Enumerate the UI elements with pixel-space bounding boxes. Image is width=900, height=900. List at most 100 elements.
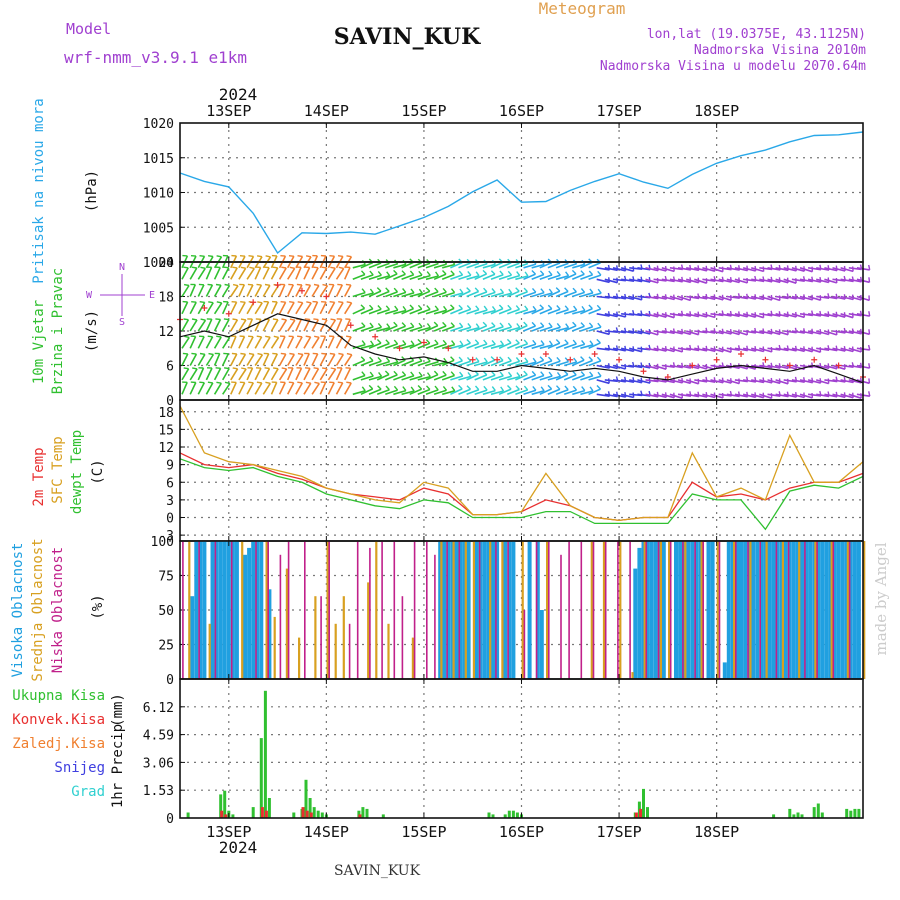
wind-barb [515,342,528,350]
wind-barb [458,262,471,269]
cloud-bar [694,541,699,679]
wind-barb-feather [418,270,423,276]
wind-barb-feather [304,367,311,369]
wind-barb [189,267,198,280]
wind-barb-feather [589,386,594,392]
wind-barb [433,389,447,396]
wind-barb [523,389,537,396]
wind-barb-feather [385,385,390,391]
wind-barb [661,393,675,399]
precip-bar [634,812,638,818]
wind-barb [409,292,423,298]
wind-barb [368,360,382,367]
wind-barb [270,336,280,349]
wind-barb [734,295,748,300]
station-title: SAVIN_KUK [334,24,481,50]
wind-barb [588,274,602,281]
wind-barb [376,262,390,269]
wind-barb-feather [540,340,545,346]
cloud-bar [381,541,383,679]
wind-barb [246,267,255,280]
wind-barb [197,367,205,381]
wind-barb [661,267,675,273]
wind-barb [417,274,431,281]
wind-barb [702,313,716,319]
wind-barb [221,353,230,366]
bottom-date-label: 15SEP [401,823,446,841]
wind-barb-feather [191,352,197,355]
wind-barb-feather [548,288,553,294]
wind-barb [327,382,335,395]
wind-barb-feather [418,288,423,294]
wind-barb-feather [540,386,545,392]
wind-barb-feather [491,339,496,345]
wind-barb [181,353,189,366]
temp-unit-label: (C) [90,459,106,484]
wind-barb-feather [475,323,480,329]
wind-barb [702,347,716,353]
precip-bar [305,810,309,818]
wind-barb-feather [867,344,871,351]
wind-barb-feather [410,288,415,294]
wind-barb-feather [314,381,320,385]
cloud-bar [234,541,239,679]
wind-barb-feather [459,371,464,377]
cloud-bar [649,541,654,679]
watermark: made by Angel [872,542,890,655]
wind-barb-feather [402,339,407,345]
temp-line-1 [179,405,864,522]
wind-barb [270,267,279,280]
wind-gust-mark [591,351,598,357]
wind-barb-feather [313,266,319,269]
wind-barb [417,342,431,350]
wind-barb [807,313,822,317]
wind-barb [710,347,724,353]
wind-barb-feather [426,372,431,378]
wind-barb-feather [385,305,391,311]
wind-barb-feather [199,255,205,257]
wind-barb [278,284,286,297]
wind-barb [385,389,398,396]
wind-barb [555,308,569,315]
wind-barb [718,278,732,283]
precip-bar [259,738,263,818]
wind-barb [604,267,618,272]
cloud-bar [243,554,247,679]
wind-barb [262,319,271,332]
wind-ytick-label: 6 [166,360,174,375]
wind-axis-label-1: 10m Vjetar [31,300,47,384]
cloud-bar [840,541,845,679]
wind-barb [539,261,553,269]
wind-barb [848,278,862,283]
wind-barb-feather [523,321,528,327]
wind-barb [458,326,472,332]
wind-barb-feather [459,288,464,294]
wind-barb-feather [482,321,488,327]
wind-barb [694,379,708,383]
cloud-bar [759,541,761,679]
cloud-bar [539,610,544,679]
wind-barb [401,292,415,298]
wind-barb [319,335,327,349]
wind-barb [807,278,821,283]
wind-barb [759,267,773,271]
wind-barb [498,274,512,281]
wind-barb [596,330,610,336]
wind-barb [596,278,610,284]
wind-barb [824,267,838,272]
wind-barb [645,267,659,272]
wind-barb [531,343,545,350]
wind-barb-feather [467,322,472,328]
dewpt-axis-label: dewpt Temp [69,430,85,514]
wind-barb-feather [531,287,537,293]
cloud-bar [771,541,776,679]
wind-barb [278,301,287,315]
wind-barb-feather [337,283,343,286]
wind-barb [376,308,390,315]
wind-barb [319,368,328,381]
wind-barb [547,274,561,281]
wind-barb-feather [264,367,270,370]
wind-barb-feather [474,339,480,344]
wind-barb-feather [297,301,303,304]
wind-barb [775,330,789,336]
